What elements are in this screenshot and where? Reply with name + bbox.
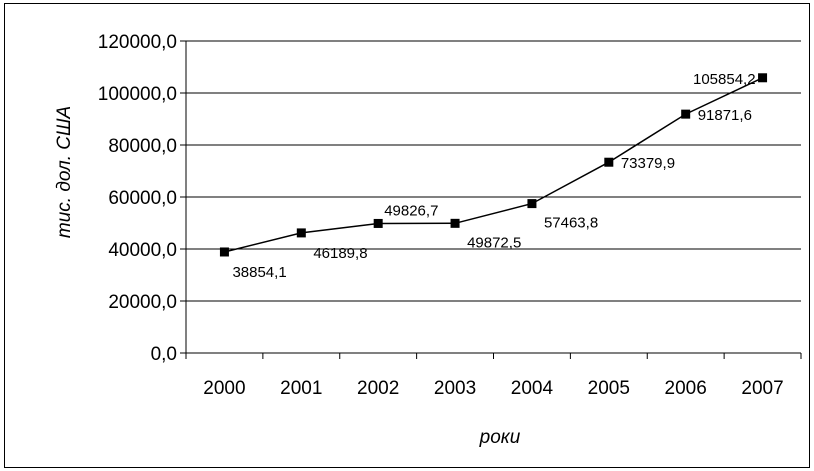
x-tick-label: 2003 [434, 378, 476, 399]
x-tick-label: 2002 [357, 378, 399, 399]
data-point-marker [296, 228, 306, 238]
series-line [224, 77, 763, 253]
axes [180, 40, 802, 359]
data-label: 38854,1 [232, 264, 286, 281]
data-point-marker [604, 157, 614, 167]
labels: 0,0 20000,0 40000,0 60000,0 80000,0 100000,0 1… [98, 32, 784, 399]
y-tick-label: 0,0 [151, 344, 177, 365]
data-label: 49826,7 [384, 202, 438, 219]
data-point-marker [681, 109, 691, 119]
data-point-marker [758, 73, 768, 83]
chart-frame [4, 3, 810, 468]
x-tick-label: 2004 [511, 378, 554, 399]
y-tick-label: 80000,0 [108, 136, 177, 157]
data-point-marker [219, 247, 229, 257]
data-label: 91871,6 [698, 107, 752, 124]
data-point-marker [527, 199, 537, 209]
y-tick-label: 40000,0 [108, 240, 177, 261]
data-label: 105854,2 [693, 71, 756, 88]
grid-lines [186, 40, 801, 302]
data-label: 73379,9 [621, 155, 675, 172]
series [219, 73, 768, 257]
data-point-marker [450, 218, 460, 228]
y-tick-label: 120000,0 [98, 32, 177, 53]
x-axis-title: роки [479, 427, 521, 448]
x-tick-label: 2000 [203, 378, 245, 399]
y-tick-label: 60000,0 [108, 188, 177, 209]
x-tick-label: 2005 [588, 378, 630, 399]
data-point-marker [373, 218, 383, 228]
x-tick-label: 2006 [665, 378, 707, 399]
data-label: 49872,5 [467, 234, 521, 251]
y-tick-label: 20000,0 [108, 292, 177, 313]
y-axis-title: тис. дол. США [54, 106, 75, 238]
x-tick-label: 2001 [280, 378, 322, 399]
x-tick-label: 2007 [741, 378, 783, 399]
data-label: 57463,8 [544, 215, 598, 232]
data-label: 46189,8 [313, 245, 367, 262]
y-tick-label: 100000,0 [98, 84, 177, 105]
